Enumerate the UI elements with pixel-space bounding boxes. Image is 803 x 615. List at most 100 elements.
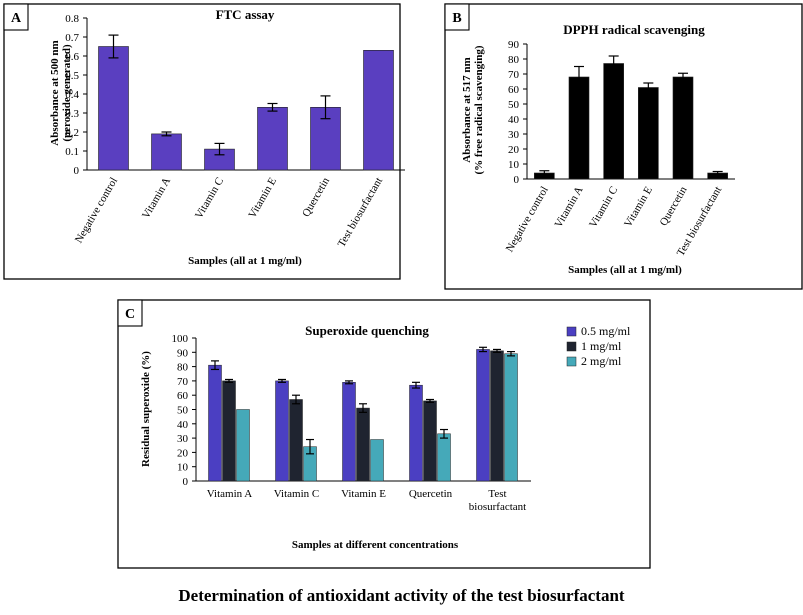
x-tick-label: Negative control: [504, 185, 551, 255]
panel-border: [3, 3, 401, 280]
legend-label-0-5-mg-ml: 0.5 mg/ml: [581, 324, 631, 338]
panel-letter: C: [125, 307, 135, 322]
y-tick-label: 0.4: [65, 89, 79, 101]
x-tick-label: Negative control: [73, 176, 120, 246]
bar-vitamin-e-2-mg-ml: [370, 439, 384, 482]
bar-vitamin-a: [568, 76, 590, 180]
x-tick-label: Vitamin E: [341, 488, 386, 500]
x-tick-label: Vitamin E: [246, 175, 279, 220]
panel-c-superoxide-quenching: C Superoxide quenching 0 10 20 30 40 50 60 70 80 90…: [117, 299, 651, 569]
y-tick-label: 80: [508, 54, 520, 66]
bar-quercetin: [672, 76, 694, 180]
y-tick-label: 0.8: [65, 13, 79, 25]
y-tick-label: 40: [177, 419, 189, 431]
y-tick-label: 0.3: [65, 108, 79, 120]
panel-letter: B: [452, 11, 461, 26]
x-tick-label: Test biosurfactant: [336, 176, 386, 250]
bar-vitamin-c-0-5-mg-ml: [275, 380, 289, 482]
panel-a-ftc-assay: A FTC assay 0 0.1 0.2 0.3 0.4 0.5 0.6 0.7 0.8 Absor…: [3, 3, 405, 280]
y-tick-label: 50: [508, 99, 520, 111]
bar-vitamin-a-2-mg-ml: [236, 409, 250, 482]
legend-swatch-1-mg-ml: [566, 341, 577, 352]
figure-caption: Determination of antioxidant activity of…: [178, 586, 625, 605]
bar-quercetin-1-mg-ml: [423, 400, 437, 482]
y-tick-label: 40: [508, 114, 520, 126]
panel-b-dpph-scavenging: B DPPH radical scavenging 0 10 20 30 40 50 60 70 8…: [444, 3, 803, 290]
bar-negative-control: [98, 46, 129, 171]
bar-vitamin-e-1-mg-ml: [356, 407, 370, 482]
x-tick-label: Quercetin: [409, 488, 453, 500]
y-tick-label: 100: [172, 333, 189, 345]
y-tick-label: 0.2: [65, 127, 79, 139]
y-tick-label: 0.5: [65, 70, 79, 82]
bar-vitamin-c: [603, 63, 624, 180]
x-axis-label: Samples (all at 1 mg/ml): [568, 264, 682, 276]
bar-quercetin-2-mg-ml: [437, 433, 451, 482]
chart-title: Superoxide quenching: [305, 323, 429, 338]
x-tick-label: Vitamin A: [552, 184, 585, 229]
bar-quercetin-0-5-mg-ml: [409, 384, 423, 482]
x-tick-label: Test: [488, 488, 506, 500]
y-tick-label: 10: [177, 462, 189, 474]
legend-label-1-mg-ml: 1 mg/ml: [581, 339, 622, 353]
x-axis-label: Samples (all at 1 mg/ml): [188, 255, 302, 267]
bar-vitamin-e-0-5-mg-ml: [342, 382, 356, 482]
bar-test-biosurfactant-2-mg-ml: [504, 353, 518, 482]
bar-vitamin-a-0-5-mg-ml: [208, 364, 222, 482]
y-tick-label: 20: [177, 447, 189, 459]
y-tick-label: 0: [183, 476, 189, 488]
x-tick-label: Vitamin C: [193, 176, 226, 221]
y-tick-label: 70: [508, 69, 520, 81]
y-tick-label: 70: [177, 376, 189, 388]
x-tick-label: Vitamin A: [207, 488, 253, 500]
y-axis-label: Absorbance at 500 nm: [49, 40, 61, 145]
panel-letter-box: [444, 3, 470, 31]
bar-vitamin-e: [638, 87, 659, 180]
y-tick-label: 0: [514, 174, 520, 186]
bar-test-biosurfactant-1-mg-ml: [490, 350, 504, 482]
y-tick-label: 60: [177, 390, 189, 402]
panel-letter-box: [3, 3, 29, 31]
x-tick-label: Vitamin A: [140, 175, 173, 220]
legend-swatch-0-5-mg-ml: [566, 326, 577, 337]
legend-label-2-mg-ml: 2 mg/ml: [581, 354, 622, 368]
bar-vitamin-a: [151, 133, 182, 171]
x-tick-label: Quercetin: [658, 184, 690, 228]
y-tick-label: 0.1: [65, 146, 79, 158]
y-axis-label: Absorbance at 517 nm: [461, 57, 473, 162]
bar-test-biosurfactant-0-5-mg-ml: [476, 349, 490, 482]
chart-title: DPPH radical scavenging: [563, 22, 705, 37]
y-tick-label: 0: [74, 165, 80, 177]
x-tick-label: Quercetin: [300, 175, 332, 219]
chart-legend: 0.5 mg/ml1 mg/ml2 mg/ml: [566, 324, 631, 368]
x-tick-label: biosurfactant: [469, 501, 526, 513]
y-tick-label: 30: [508, 129, 520, 141]
y-tick-label: 20: [508, 144, 520, 156]
bar-vitamin-c-1-mg-ml: [289, 399, 303, 482]
bar-vitamin-e: [257, 107, 288, 171]
panel-letter: A: [11, 11, 22, 26]
panel-letter-box: [117, 299, 143, 327]
y-axis-label: Residual superoxide (%): [140, 351, 152, 467]
y-tick-label: 10: [508, 159, 520, 171]
y-axis-label: (% free radical scavenging): [473, 45, 485, 174]
x-tick-label: Vitamin E: [622, 184, 655, 229]
x-tick-label: Vitamin C: [587, 185, 620, 230]
y-tick-label: 90: [177, 347, 189, 359]
y-tick-label: 50: [177, 405, 189, 417]
y-tick-label: 30: [177, 433, 189, 445]
y-tick-label: 80: [177, 362, 189, 374]
x-axis-label: Samples at different concentrations: [292, 539, 459, 551]
y-tick-label: 0.6: [65, 51, 79, 63]
y-tick-label: 60: [508, 84, 520, 96]
legend-swatch-2-mg-ml: [566, 356, 577, 367]
y-axis-label: (peroxide generated): [61, 44, 73, 142]
panel-border: [117, 299, 651, 569]
chart-title: FTC assay: [216, 7, 275, 22]
y-tick-label: 0.7: [65, 32, 79, 44]
x-tick-label: Vitamin C: [274, 488, 319, 500]
bar-vitamin-a-1-mg-ml: [222, 380, 236, 482]
y-tick-label: 90: [508, 39, 520, 51]
panel-border: [444, 3, 803, 290]
